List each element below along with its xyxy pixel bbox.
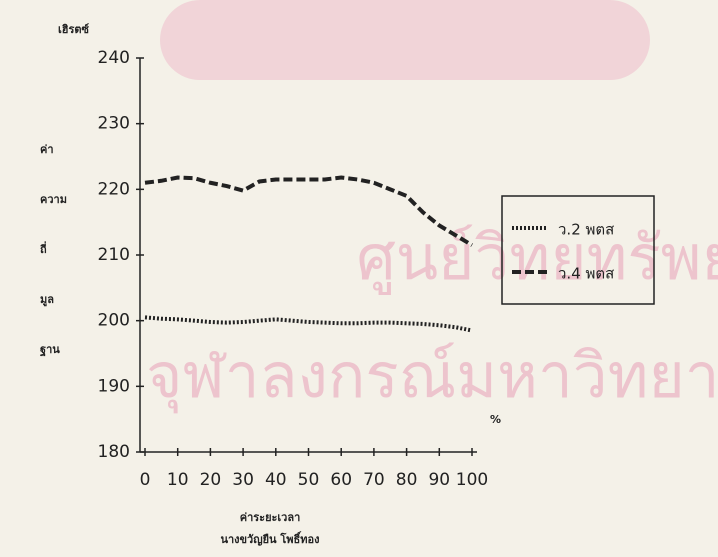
watermark: ศูนย์วิทยทรัพยากร	[356, 221, 718, 295]
x-tick-label: 100	[456, 470, 488, 490]
x-tick-label: 40	[265, 470, 287, 490]
y-tick-label: 190	[98, 376, 130, 396]
y-tick-label: 220	[98, 179, 130, 199]
x-tick-label: 90	[428, 470, 450, 490]
series-line	[144, 175, 474, 247]
x-unit: %	[490, 413, 501, 426]
series-line	[144, 315, 473, 333]
x-tick-label: 0	[140, 470, 151, 490]
y-unit: เฮิรตซ์	[58, 23, 90, 36]
banner	[160, 0, 650, 80]
y-axis-label: ถี่	[40, 241, 47, 256]
y-tick-label: 200	[98, 311, 130, 331]
legend-label: ว.2 พตส	[558, 221, 614, 239]
x-tick-label: 30	[232, 470, 254, 490]
x-tick-label: 80	[396, 470, 418, 490]
y-axis-label: ความ	[40, 193, 67, 206]
x-axis-label: ค่าระยะเวลา	[240, 511, 301, 524]
y-axis-label: มูล	[40, 293, 54, 307]
x-tick-label: 10	[167, 470, 189, 490]
y-tick-label: 180	[98, 442, 130, 462]
y-tick-label: 210	[98, 245, 130, 265]
x-tick-label: 60	[330, 470, 352, 490]
legend-label: ว.4 พตส	[558, 265, 614, 283]
author: นางขวัญยืน โพธิ์ทอง	[220, 531, 319, 546]
x-tick-label: 50	[298, 470, 320, 490]
watermark: จุฬาลงกรณ์มหาวิทยาลัย	[146, 339, 718, 413]
y-tick-label: 230	[98, 114, 130, 134]
legend-box	[501, 195, 655, 305]
y-tick-label: 240	[98, 48, 130, 68]
x-tick-label: 20	[200, 470, 222, 490]
x-tick-label: 70	[363, 470, 385, 490]
y-axis-label: ค่า	[40, 143, 54, 156]
y-axis-label: ฐาน	[40, 343, 60, 357]
